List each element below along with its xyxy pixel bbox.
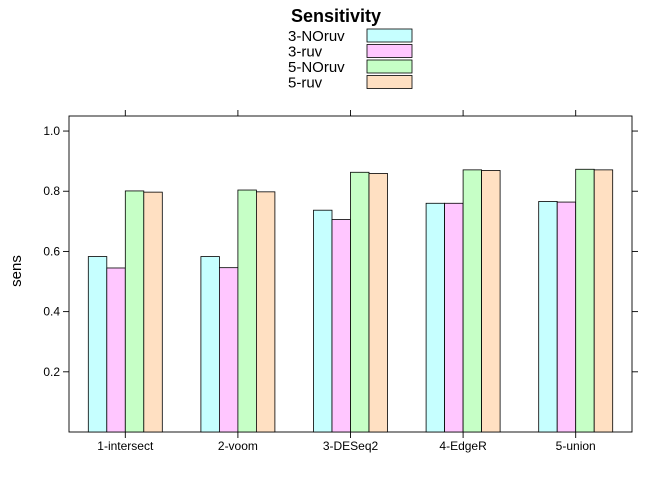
- legend-swatch: [366, 28, 413, 43]
- x-tick-label: 2-voom: [218, 439, 258, 453]
- legend-swatch: [366, 44, 413, 58]
- bar-5-ruv-4-EdgeR: [481, 170, 501, 433]
- y-tick-label: 0.6: [43, 244, 60, 258]
- y-axis-label: sens: [8, 255, 25, 287]
- chart-title: Sensitivity: [291, 6, 381, 26]
- y-tick-label: 0.8: [43, 184, 60, 198]
- x-tick-label: 4-EdgeR: [439, 439, 487, 453]
- bar-5-NOruv-1-intersect: [124, 190, 145, 433]
- plot-area: 0.2 0.4 0.6 0.8 1.0 1-intersect 2-voom 3-DESeq2…: [43, 110, 638, 453]
- legend-label: 3-NOruv: [288, 28, 345, 45]
- legend-label: 5-ruv: [288, 75, 323, 92]
- bar-5-NOruv-3-DESeq2: [350, 171, 370, 433]
- legend-label: 5-NOruv: [288, 59, 345, 76]
- bar-3-NOruv-1-intersect: [87, 256, 108, 433]
- x-tick-label: 3-DESeq2: [323, 439, 379, 453]
- bar-3-NOruv-5-union: [538, 201, 558, 433]
- bar-5-NOruv-5-union: [575, 168, 595, 433]
- legend-swatch: [366, 59, 413, 74]
- y-tick-label: 1.0: [43, 124, 60, 138]
- y-tick-label: 0.2: [43, 365, 60, 379]
- bar-3-NOruv-3-DESeq2: [313, 209, 333, 433]
- bar-3-ruv-5-union: [556, 201, 577, 433]
- bar-5-NOruv-2-voom: [237, 189, 257, 433]
- x-tick-label: 5-union: [556, 439, 596, 453]
- x-tick-label: 1-intersect: [97, 439, 154, 453]
- bar-3-NOruv-2-voom: [200, 256, 220, 433]
- bar-5-ruv-1-intersect: [143, 191, 163, 433]
- bar-3-ruv-1-intersect: [106, 267, 126, 433]
- bar-5-ruv-5-union: [593, 169, 614, 433]
- y-tick-label: 0.4: [43, 305, 60, 319]
- legend-label: 3-ruv: [288, 44, 323, 61]
- bar-3-ruv-3-DESeq2: [331, 219, 351, 433]
- bar-5-ruv-2-voom: [255, 191, 276, 433]
- bar-3-ruv-4-EdgeR: [444, 202, 464, 433]
- bar-5-NOruv-4-EdgeR: [462, 169, 483, 433]
- bar-3-NOruv-4-EdgeR: [425, 202, 446, 433]
- bar-5-ruv-3-DESeq2: [368, 173, 388, 433]
- bar-3-ruv-2-voom: [218, 267, 239, 433]
- legend-swatch: [366, 75, 413, 89]
